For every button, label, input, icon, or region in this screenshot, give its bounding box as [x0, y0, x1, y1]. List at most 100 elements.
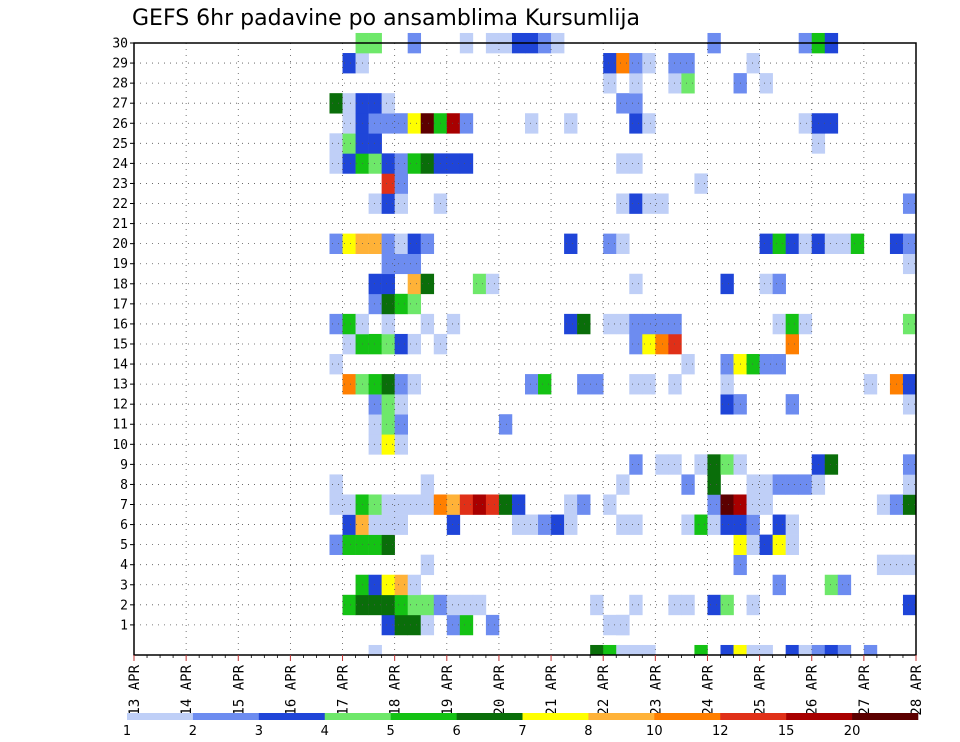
y-tick-label: 9: [120, 458, 128, 473]
heatmap-cell: [746, 494, 760, 515]
heatmap-cell: [381, 113, 395, 134]
heatmap-cell: [420, 594, 435, 616]
heatmap-cell: [368, 374, 382, 395]
heatmap-cell: [824, 113, 839, 134]
heatmap-cell: [381, 614, 395, 636]
heatmap-cell: [368, 93, 382, 114]
heatmap-cell: [785, 644, 799, 655]
heatmap-cell: [681, 53, 695, 74]
y-tick-label: 17: [112, 297, 128, 312]
heatmap-cell: [785, 313, 799, 335]
heatmap-cell: [642, 193, 656, 214]
heatmap-cell: [785, 474, 799, 495]
heatmap-cell: [329, 494, 343, 515]
y-tick-label: 1: [120, 618, 128, 633]
heatmap-cell: [342, 133, 356, 154]
heatmap-cell: [720, 494, 734, 515]
heatmap-cell: [772, 354, 786, 375]
heatmap-cell: [616, 93, 630, 114]
heatmap-cell: [824, 644, 839, 655]
heatmap-cell: [420, 153, 435, 174]
heatmap-cell: [681, 354, 695, 375]
heatmap-cell: [342, 153, 356, 174]
heatmap-cell: [772, 574, 786, 596]
heatmap-cell: [720, 514, 734, 535]
x-tick-label: 21 APR: [544, 664, 560, 715]
heatmap-cell: [329, 93, 343, 114]
legend-swatch: [456, 713, 523, 720]
heatmap-cell: [707, 454, 721, 475]
heatmap-cell: [772, 534, 786, 555]
heatmap-cell: [446, 514, 461, 535]
x-tick-label: 25 APR: [753, 664, 769, 715]
heatmap-cell: [863, 374, 878, 395]
heatmap-cell: [407, 273, 422, 295]
x-tick-label: 14 APR: [179, 664, 195, 715]
heatmap-cell: [902, 594, 917, 616]
heatmap-cell: [394, 394, 408, 415]
heatmap-cell: [642, 313, 656, 335]
heatmap-cell: [446, 594, 461, 616]
heatmap-cell: [785, 534, 799, 555]
heatmap-cell: [342, 494, 356, 515]
x-tick-label: 15 APR: [231, 664, 247, 715]
heatmap-cell: [655, 454, 669, 475]
heatmap-cell: [902, 313, 917, 335]
heatmap-cell: [394, 614, 408, 636]
heatmap-cell: [498, 494, 513, 515]
heatmap-cell: [342, 313, 356, 335]
heatmap-cell: [824, 574, 839, 596]
heatmap-cell: [368, 494, 382, 515]
heatmap-cell: [342, 514, 356, 535]
heatmap-cell: [603, 644, 617, 655]
heatmap-cell: [616, 614, 630, 636]
heatmap-cell: [694, 454, 708, 475]
heatmap-cell: [798, 113, 813, 134]
heatmap-cell: [564, 313, 578, 335]
heatmap-cell: [368, 434, 382, 455]
heatmap-cell: [407, 233, 422, 254]
legend-swatch: [654, 713, 721, 720]
x-tick-label: 13 APR: [127, 664, 143, 715]
legend-label: 15: [778, 724, 795, 739]
heatmap-cell: [446, 313, 461, 335]
heatmap-cell: [420, 313, 435, 335]
legend-label: 10: [646, 724, 663, 739]
y-tick-label: 20: [112, 237, 128, 252]
heatmap-cell: [746, 474, 760, 495]
y-tick-label: 18: [112, 277, 128, 292]
legend-label: 1: [123, 724, 131, 739]
heatmap-cell: [368, 644, 382, 655]
heatmap-cell: [902, 394, 917, 415]
legend-swatch: [324, 713, 391, 720]
x-tick-label: 17 APR: [336, 664, 352, 715]
heatmap-cell: [407, 374, 422, 395]
heatmap-cell: [381, 173, 395, 194]
heatmap-cell: [759, 474, 773, 495]
heatmap-cell: [577, 374, 591, 395]
chart-title: GEFS 6hr padavine po ansamblima Kursumli…: [132, 6, 640, 31]
heatmap-cell: [394, 333, 408, 355]
heatmap-cell: [785, 514, 799, 535]
heatmap-cell: [381, 494, 395, 515]
heatmap-cell: [681, 594, 695, 616]
heatmap-cell: [381, 534, 395, 555]
heatmap-cell: [759, 354, 773, 375]
heatmap-cell: [394, 374, 408, 395]
legend-label: 2: [189, 724, 197, 739]
heatmap-cell: [629, 273, 643, 295]
heatmap-cell: [785, 394, 799, 415]
heatmap-cell: [720, 394, 734, 415]
heatmap-cell: [368, 574, 382, 596]
heatmap-cell: [394, 574, 408, 596]
legend-label: 7: [518, 724, 526, 739]
legend-swatch: [720, 713, 787, 720]
legend-label: 12: [712, 724, 729, 739]
y-tick-label: 11: [112, 418, 128, 433]
heatmap-cell: [446, 614, 461, 636]
heatmap-cell: [746, 53, 760, 74]
heatmap-cell: [668, 333, 682, 355]
y-tick-label: 5: [120, 538, 128, 553]
heatmap-cell: [759, 273, 773, 295]
